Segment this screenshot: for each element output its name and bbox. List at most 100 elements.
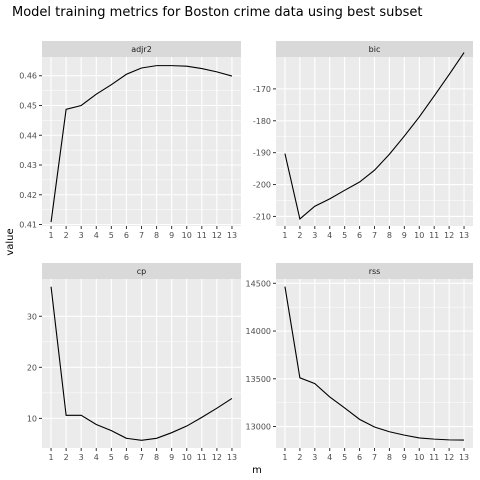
x-tick-label: 8 [387,453,392,462]
data-point-rss [358,418,361,421]
data-point-adjr2 [110,83,113,86]
x-tick-label: 10 [414,231,424,240]
x-tick-label: 9 [402,453,407,462]
data-point-bic [313,205,316,208]
x-tick-label: 12 [444,231,454,240]
x-tick-label: 8 [154,453,159,462]
data-point-adjr2 [230,75,233,78]
data-point-rss [373,425,376,428]
x-tick-label: 3 [312,231,317,240]
x-tick-label: 8 [387,231,392,240]
data-point-cp [110,429,113,432]
x-tick-label: 6 [357,231,362,240]
x-tick-label: 2 [64,231,69,240]
data-point-bic [298,217,301,220]
data-point-bic [373,169,376,172]
data-point-rss [328,395,331,398]
y-tick-label: -190 [253,149,271,158]
x-tick-label: 6 [124,231,129,240]
y-tick-label: 0.43 [19,161,37,170]
x-tick-label: 5 [109,231,114,240]
x-tick-label: 13 [227,453,237,462]
x-tick-label: 7 [139,453,144,462]
y-tick-label: -170 [253,85,271,94]
x-tick-label: 4 [327,453,332,462]
y-tick-label: 13000 [246,423,271,432]
strip-label-cp: cp [137,267,146,276]
chart-title: Model training metrics for Boston crime … [12,5,422,20]
data-point-rss [463,439,466,442]
x-tick-label: 10 [182,453,192,462]
strip-label-bic: bic [369,45,381,54]
x-tick-label: 7 [139,231,144,240]
x-tick-label: 6 [357,453,362,462]
y-tick-label: 30 [27,312,37,321]
data-point-adjr2 [170,64,173,67]
data-point-cp [95,423,98,426]
data-point-bic [328,197,331,200]
series-line-adjr2 [50,65,233,223]
x-tick-label: 10 [414,453,424,462]
y-tick-label: -200 [253,181,271,190]
y-tick-label: 0.46 [19,72,37,81]
x-tick-label: 13 [459,453,469,462]
series-line-bic [284,52,465,220]
x-tick-label: 2 [297,231,302,240]
x-tick-label: 13 [227,231,237,240]
x-tick-label: 3 [312,453,317,462]
x-tick-label: 9 [402,231,407,240]
y-tick-label: -180 [253,117,271,126]
x-tick-label: 7 [372,231,377,240]
data-point-rss [313,382,316,385]
data-point-bic [283,152,286,155]
x-tick-label: 3 [79,231,84,240]
y-tick-label: 13500 [246,375,271,384]
series-line-cp [50,286,233,441]
y-tick-label: 0.44 [19,131,37,140]
x-tick-label: 3 [79,453,84,462]
data-point-rss [403,434,406,437]
data-point-bic [403,135,406,138]
x-tick-label: 1 [48,231,53,240]
x-tick-label: 4 [94,231,99,240]
strip-cp [42,263,241,279]
data-point-adjr2 [185,65,188,68]
x-tick-label: 5 [342,231,347,240]
data-point-bic [463,51,466,54]
strip-bic [276,41,473,57]
data-point-adjr2 [200,67,203,70]
data-point-cp [185,425,188,428]
data-point-rss [448,438,451,441]
data-point-cp [215,407,218,410]
strip-label-rss: rss [369,267,381,276]
data-point-adjr2 [65,108,68,111]
x-tick-label: 8 [154,231,159,240]
x-tick-label: 7 [372,453,377,462]
data-point-rss [343,406,346,409]
data-point-rss [283,285,286,288]
x-tick-label: 12 [444,453,454,462]
x-tick-label: 11 [197,453,207,462]
x-tick-label: 2 [64,453,69,462]
data-point-cp [65,414,68,417]
data-point-adjr2 [125,73,128,76]
y-tick-label: 14000 [246,327,271,336]
data-point-rss [388,430,391,433]
x-tick-label: 11 [197,231,207,240]
data-point-cp [155,437,158,440]
data-point-bic [448,73,451,76]
data-point-bic [418,115,421,118]
x-tick-label: 1 [282,453,287,462]
data-point-rss [298,376,301,379]
x-tick-label: 11 [429,453,439,462]
data-point-cp [80,414,83,417]
x-axis-title: m [252,465,262,476]
y-tick-label: -210 [253,212,271,221]
x-tick-label: 4 [94,453,99,462]
x-tick-label: 6 [124,453,129,462]
y-tick-label: 10 [27,414,37,423]
data-point-rss [433,438,436,441]
